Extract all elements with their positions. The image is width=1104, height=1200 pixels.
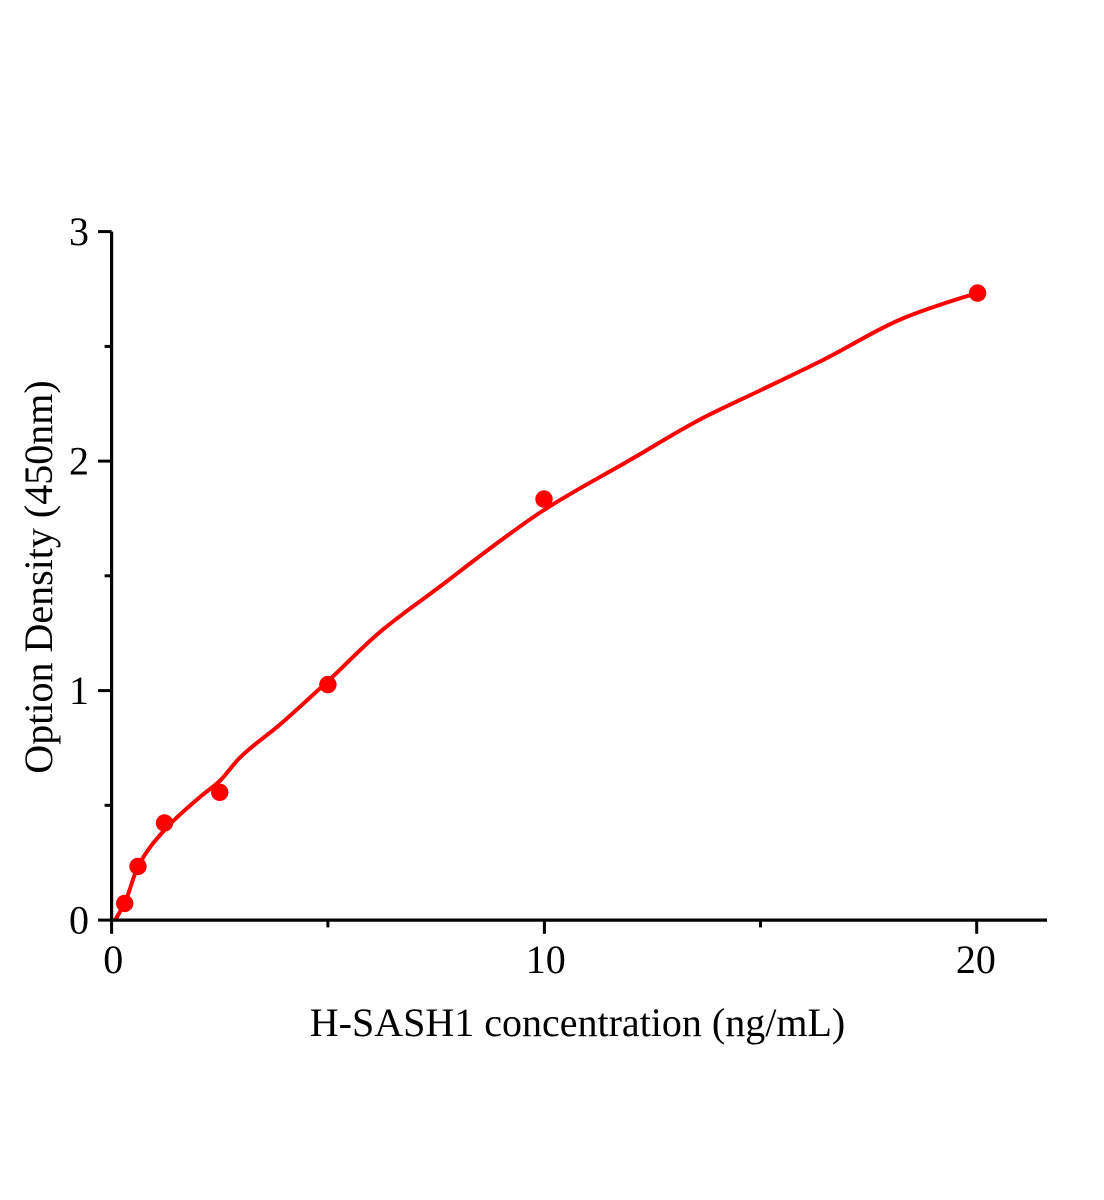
svg-text:10: 10 bbox=[526, 937, 566, 982]
svg-text:20: 20 bbox=[956, 937, 996, 982]
svg-text:0: 0 bbox=[103, 937, 123, 982]
svg-text:H-SASH1 concentration (ng/mL): H-SASH1 concentration (ng/mL) bbox=[310, 1000, 845, 1045]
svg-text:2: 2 bbox=[69, 438, 89, 483]
svg-text:0: 0 bbox=[69, 897, 89, 942]
svg-text:1: 1 bbox=[69, 668, 89, 713]
svg-text:Option Density (450nm): Option Density (450nm) bbox=[16, 380, 61, 773]
svg-text:3: 3 bbox=[69, 209, 89, 254]
